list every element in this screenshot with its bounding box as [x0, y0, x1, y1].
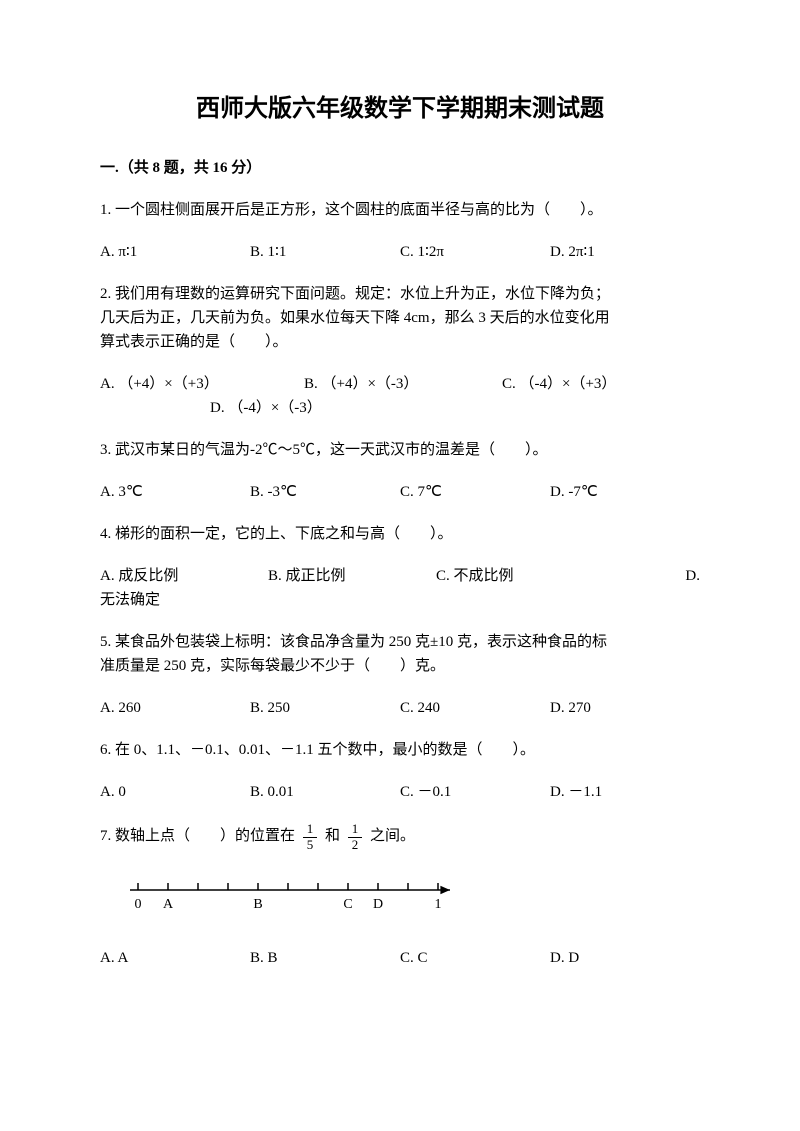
q5-opt-c: C. 240	[400, 696, 550, 720]
page-title: 西师大版六年级数学下学期期末测试题	[100, 90, 700, 128]
question-1: 1. 一个圆柱侧面展开后是正方形，这个圆柱的底面半径与高的比为（ ）。 A. π…	[100, 198, 700, 264]
q3-opt-c: C. 7℃	[400, 480, 550, 504]
q6-text: 6. 在 0、1.1、－0.1、0.01、－1.1 五个数中，最小的数是（ ）。	[100, 738, 700, 762]
q5-opt-d: D. 270	[550, 696, 700, 720]
q6-options: A. 0 B. 0.01 C. －0.1 D. －1.1	[100, 780, 700, 804]
q7-opt-c: C. C	[400, 946, 550, 970]
svg-text:1: 1	[435, 897, 442, 912]
q7-frac2: 1 2	[348, 822, 363, 852]
q7-options: A. A B. B C. C D. D	[100, 946, 700, 970]
q2-opt-b: B. （+4）×（-3）	[304, 372, 502, 396]
q7-opt-b: B. B	[250, 946, 400, 970]
svg-text:A: A	[163, 897, 174, 912]
q5-opt-a: A. 260	[100, 696, 250, 720]
question-7: 7. 数轴上点（ ）的位置在 1 5 和 1 2 之间。 0 A B C D 1 A. A…	[100, 822, 700, 970]
q4-text: 4. 梯形的面积一定，它的上、下底之和与高（ ）。	[100, 522, 700, 546]
q4-opt-d-prefix: D.	[652, 564, 700, 588]
number-line-svg: 0 A B C D 1	[118, 870, 458, 920]
section-header: 一.（共 8 题，共 16 分）	[100, 156, 700, 180]
q2-line2: 几天后为正，几天前为负。如果水位每天下降 4cm，那么 3 天后的水位变化用	[100, 306, 700, 330]
q2-options: A. （+4）×（+3） B. （+4）×（-3） C. （-4）×（+3） D…	[100, 372, 700, 420]
q6-opt-b: B. 0.01	[250, 780, 400, 804]
q4-opt-d: 无法确定	[100, 588, 700, 612]
q2-opt-c: C. （-4）×（+3）	[502, 372, 700, 396]
q3-opt-a: A. 3℃	[100, 480, 250, 504]
q4-opt-a: A. 成反比例	[100, 564, 268, 588]
q7-frac1: 1 5	[303, 822, 318, 852]
svg-text:0: 0	[135, 897, 142, 912]
question-2: 2. 我们用有理数的运算研究下面问题。规定：水位上升为正，水位下降为负； 几天后…	[100, 282, 700, 420]
q1-options: A. π∶1 B. 1∶1 C. 1∶2π D. 2π∶1	[100, 240, 700, 264]
q1-text: 1. 一个圆柱侧面展开后是正方形，这个圆柱的底面半径与高的比为（ ）。	[100, 198, 700, 222]
q7-frac1-num: 1	[303, 822, 318, 837]
q5-line1: 5. 某食品外包装袋上标明：该食品净含量为 250 克±10 克，表示这种食品的…	[100, 630, 700, 654]
q4-opt-b: B. 成正比例	[268, 564, 436, 588]
q7-mid: 和	[325, 829, 340, 845]
q2-line1: 2. 我们用有理数的运算研究下面问题。规定：水位上升为正，水位下降为负；	[100, 282, 700, 306]
q3-opt-b: B. -3℃	[250, 480, 400, 504]
q5-opt-b: B. 250	[250, 696, 400, 720]
q7-post: 之间。	[370, 829, 415, 845]
q7-text: 7. 数轴上点（ ）的位置在 1 5 和 1 2 之间。	[100, 822, 700, 852]
q7-opt-d: D. D	[550, 946, 700, 970]
q5-line2: 准质量是 250 克，实际每袋最少不少于（ ）克。	[100, 654, 700, 678]
q1-opt-a: A. π∶1	[100, 240, 250, 264]
svg-text:D: D	[373, 897, 383, 912]
q7-opt-a: A. A	[100, 946, 250, 970]
q3-text: 3. 武汉市某日的气温为-2℃～5℃，这一天武汉市的温差是（ ）。	[100, 438, 700, 462]
question-4: 4. 梯形的面积一定，它的上、下底之和与高（ ）。 A. 成反比例 B. 成正比…	[100, 522, 700, 612]
q6-opt-c: C. －0.1	[400, 780, 550, 804]
question-6: 6. 在 0、1.1、－0.1、0.01、－1.1 五个数中，最小的数是（ ）。…	[100, 738, 700, 804]
q7-pre: 7. 数轴上点（ ）的位置在	[100, 829, 295, 845]
q7-frac2-den: 2	[348, 838, 363, 852]
number-line: 0 A B C D 1	[118, 870, 700, 928]
svg-text:B: B	[253, 897, 262, 912]
q3-opt-d: D. -7℃	[550, 480, 700, 504]
q6-opt-a: A. 0	[100, 780, 250, 804]
question-3: 3. 武汉市某日的气温为-2℃～5℃，这一天武汉市的温差是（ ）。 A. 3℃ …	[100, 438, 700, 504]
q1-opt-b: B. 1∶1	[250, 240, 400, 264]
q5-options: A. 260 B. 250 C. 240 D. 270	[100, 696, 700, 720]
q1-opt-c: C. 1∶2π	[400, 240, 550, 264]
q4-opt-c: C. 不成比例	[436, 564, 652, 588]
q2-line3: 算式表示正确的是（ ）。	[100, 330, 700, 354]
q2-opt-a: A. （+4）×（+3）	[100, 372, 304, 396]
question-5: 5. 某食品外包装袋上标明：该食品净含量为 250 克±10 克，表示这种食品的…	[100, 630, 700, 720]
q1-opt-d: D. 2π∶1	[550, 240, 700, 264]
q7-frac2-num: 1	[348, 822, 363, 837]
q6-opt-d: D. －1.1	[550, 780, 700, 804]
q2-opt-d: D. （-4）×（-3）	[100, 396, 700, 420]
q3-options: A. 3℃ B. -3℃ C. 7℃ D. -7℃	[100, 480, 700, 504]
svg-text:C: C	[343, 897, 352, 912]
q4-options: A. 成反比例 B. 成正比例 C. 不成比例 D. 无法确定	[100, 564, 700, 612]
q7-frac1-den: 5	[303, 838, 318, 852]
